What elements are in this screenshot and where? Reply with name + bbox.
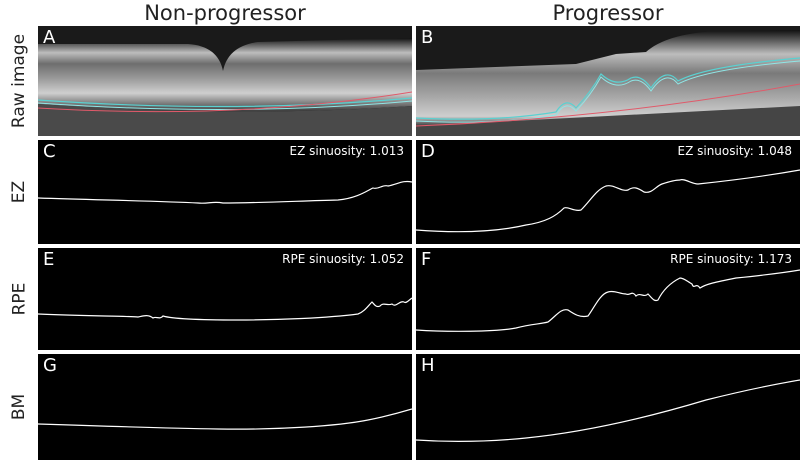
rpe-sinuosity-label: RPE sinuosity: 1.173 — [670, 252, 792, 266]
panel-e-rpe-non-progressor: E RPE sinuosity: 1.052 — [38, 248, 412, 350]
rpe-trace-f — [416, 269, 800, 332]
panel-c-ez-non-progressor: C EZ sinuosity: 1.013 — [38, 140, 412, 244]
panel-letter-e: E — [43, 249, 55, 270]
panel-letter-d: D — [421, 141, 435, 162]
bm-trace-g — [38, 408, 412, 430]
row-label-bm: BM — [9, 393, 29, 421]
rpe-trace-e — [38, 297, 412, 321]
bm-overlay-line — [416, 83, 800, 127]
ez-overlay-line — [416, 57, 800, 120]
ez-overlay-line — [38, 97, 412, 108]
panel-letter-g: G — [43, 355, 57, 376]
column-title-progressor: Progressor — [552, 1, 664, 25]
rpe-sinuosity-label: RPE sinuosity: 1.052 — [282, 252, 404, 266]
panel-letter-b: B — [421, 27, 434, 48]
panel-g-bm-non-progressor: G — [38, 354, 412, 460]
panel-letter-f: F — [421, 249, 432, 270]
row-label-ez: EZ — [8, 180, 29, 204]
panel-d-ez-progressor: D EZ sinuosity: 1.048 — [416, 140, 800, 244]
ez-trace-c — [38, 180, 412, 204]
ez-sinuosity-label: EZ sinuosity: 1.013 — [289, 144, 405, 158]
panel-f-rpe-progressor: F RPE sinuosity: 1.173 — [416, 248, 800, 350]
panel-a-raw-oct-non-progressor: A — [38, 26, 412, 136]
oct-scan-image-b — [416, 26, 800, 136]
rpe-overlay-line — [416, 60, 800, 123]
ez-sinuosity-label: EZ sinuosity: 1.048 — [677, 144, 793, 158]
ez-trace-d — [416, 169, 800, 233]
column-title-non-progressor: Non-progressor — [144, 1, 306, 25]
panel-h-bm-progressor: H — [416, 354, 800, 460]
panel-letter-a: A — [43, 27, 56, 48]
bm-overlay-line — [38, 91, 412, 113]
panel-b-raw-oct-progressor: B — [416, 26, 800, 136]
oct-scan-image-a — [38, 26, 412, 136]
row-label-rpe: RPE — [9, 282, 29, 316]
bm-trace-h — [416, 379, 800, 442]
panel-letter-c: C — [43, 141, 56, 162]
panel-letter-h: H — [421, 355, 435, 376]
row-label-raw-image: Raw image — [9, 33, 29, 129]
